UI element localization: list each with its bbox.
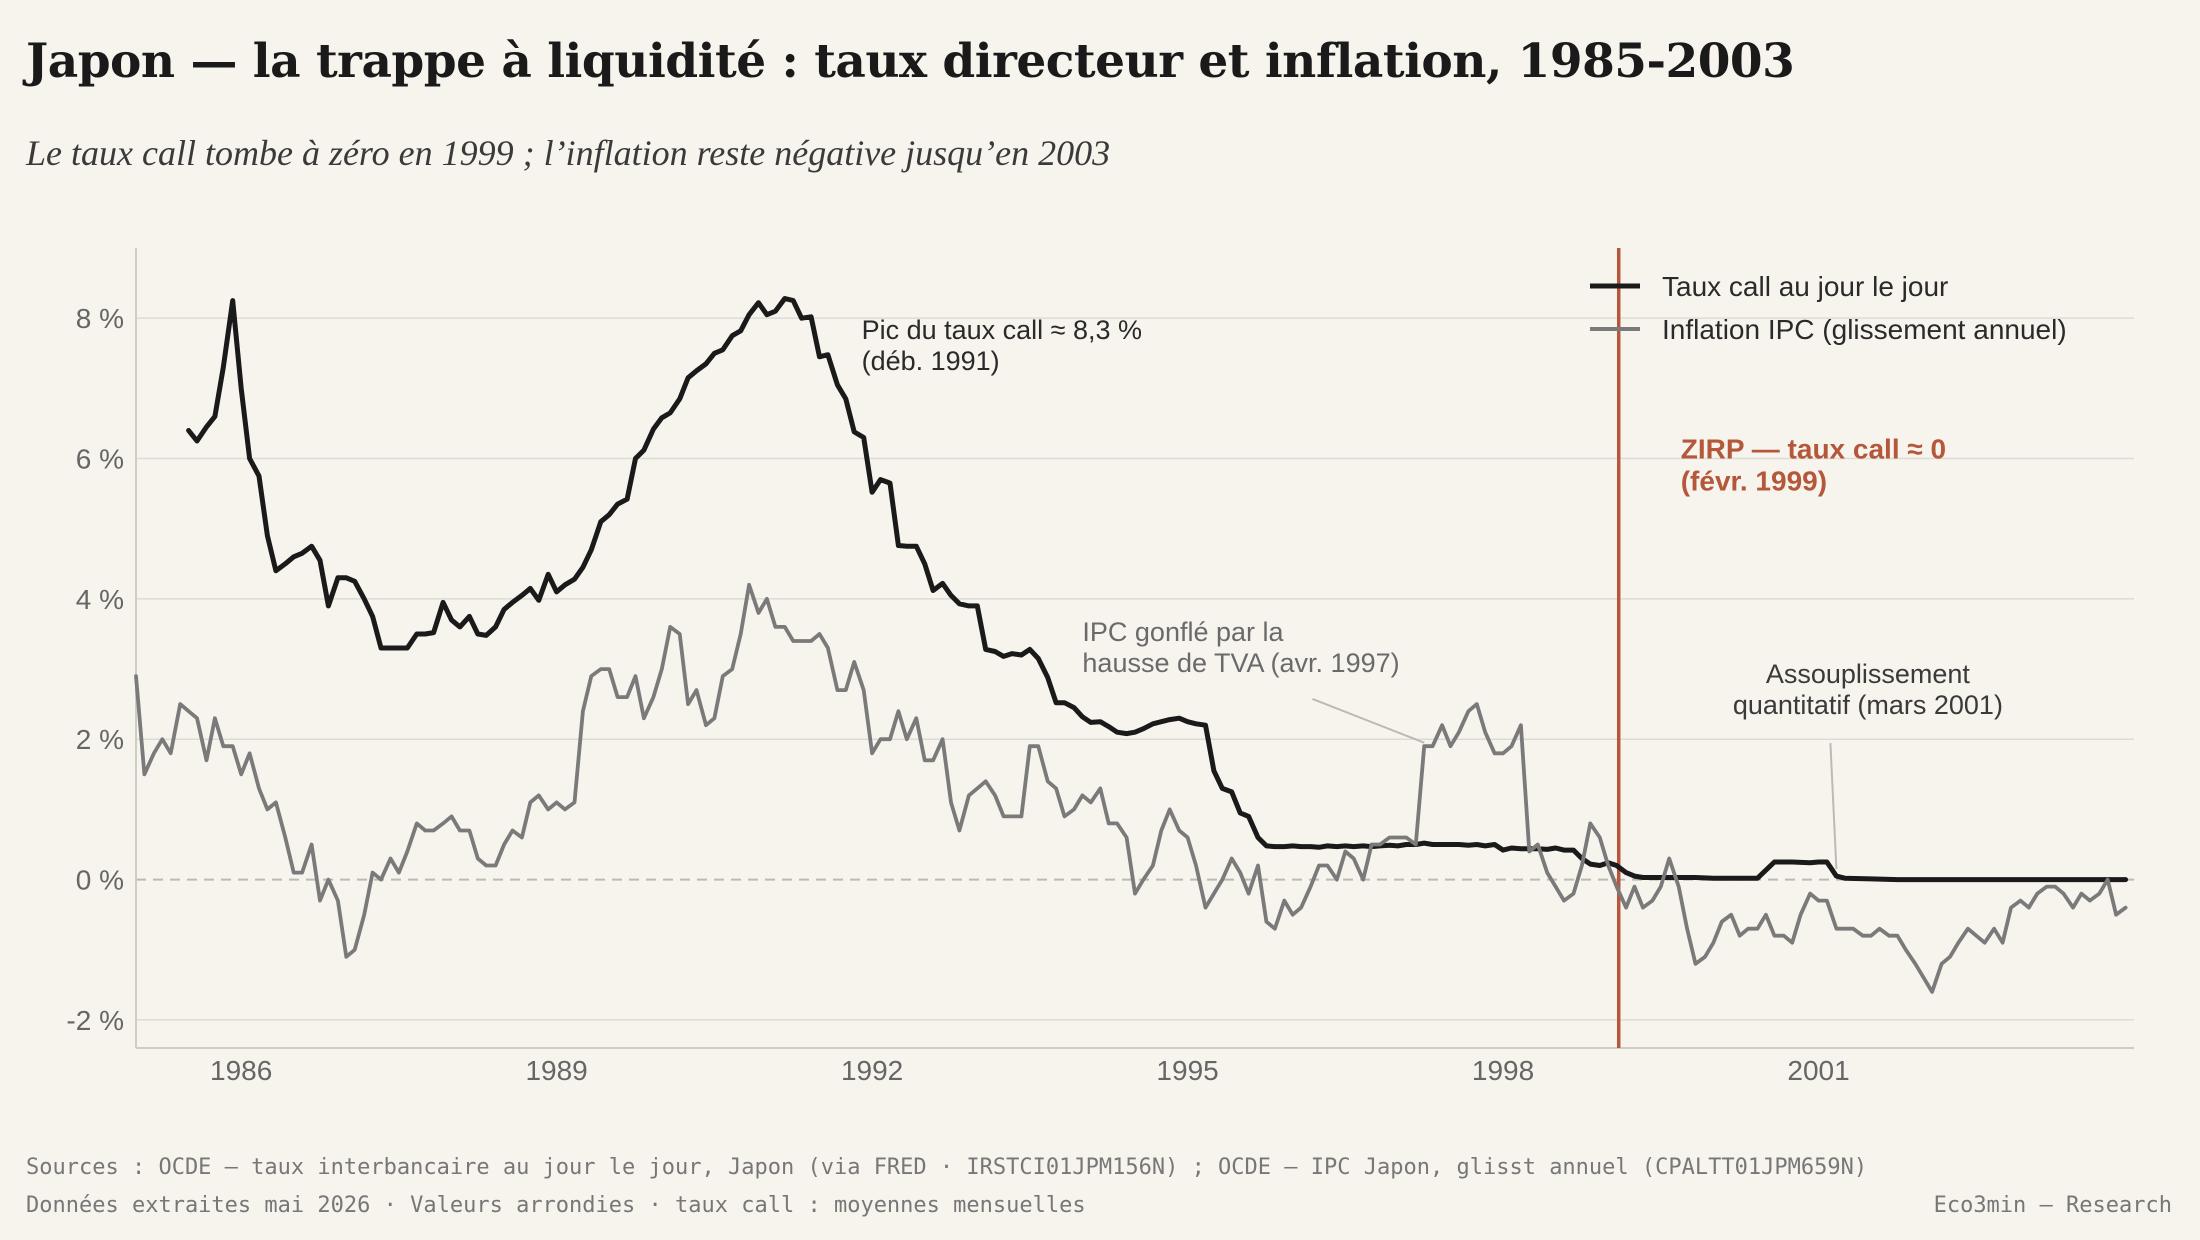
source-note: Sources : OCDE — taux interbancaire au j… bbox=[26, 1155, 1868, 1180]
x-tick-label: 1995 bbox=[1156, 1055, 1218, 1086]
grid-layer: 8 % 6 % 4 % 2 % 0 % -2 % 1986 1989 1992 1995 1998 2… bbox=[66, 248, 2134, 1086]
legend: Taux call au jour le jour Inflation IPC (… bbox=[1590, 271, 2067, 345]
x-tick-label: 1986 bbox=[210, 1055, 272, 1086]
legend-label: Inflation IPC (glissement annuel) bbox=[1662, 314, 2067, 345]
brand-credit: Eco3min — Research bbox=[1933, 1193, 2172, 1218]
chart-title: Japon — la trappe à liquidité : taux dir… bbox=[26, 34, 1795, 89]
annotation-layer: Pic du taux call ≈ 8,3 %(déb. 1991) IPC g… bbox=[862, 315, 2003, 870]
annotation-vat-line2: hausse de TVA (avr. 1997) bbox=[1082, 648, 1399, 678]
x-tick-label: 1998 bbox=[1472, 1055, 1534, 1086]
zirp-label: ZIRP — taux call ≈ 0 bbox=[1681, 434, 1946, 465]
x-tick-label: 1992 bbox=[841, 1055, 903, 1086]
x-tick-label: 1989 bbox=[525, 1055, 587, 1086]
annotation-qe-line2: quantitatif (mars 2001) bbox=[1733, 690, 2003, 720]
y-tick-label: 0 % bbox=[76, 865, 124, 896]
y-tick-label: 2 % bbox=[76, 724, 124, 755]
annotation-leader-line bbox=[1312, 698, 1425, 744]
zirp-date-label: (févr. 1999) bbox=[1681, 466, 1827, 497]
annotation-leader-line bbox=[1829, 743, 1838, 870]
series-cpi-line bbox=[134, 582, 2128, 994]
marker-layer: ZIRP — taux call ≈ 0(févr. 1999) bbox=[1616, 248, 1946, 1048]
annotation-vat-line1: IPC gonflé par la bbox=[1082, 617, 1284, 647]
annotation-peak-line1: Pic du taux call ≈ 8,3 % bbox=[862, 315, 1142, 345]
chart-subtitle: Le taux call tombe à zéro en 1999 ; l’in… bbox=[26, 133, 1111, 173]
annotation-qe-line1: Assouplissement bbox=[1766, 659, 1971, 689]
y-tick-label: 4 % bbox=[76, 584, 124, 615]
y-tick-label: -2 % bbox=[66, 1005, 124, 1036]
series-layer bbox=[134, 296, 2129, 994]
y-tick-label: 6 % bbox=[76, 444, 124, 475]
x-tick-label: 2001 bbox=[1787, 1055, 1849, 1086]
legend-label: Taux call au jour le jour bbox=[1662, 271, 1948, 302]
series-call-rate-line bbox=[186, 296, 2129, 883]
data-note: Données extraites mai 2026 · Valeurs arr… bbox=[26, 1193, 1086, 1218]
y-tick-label: 8 % bbox=[76, 303, 124, 334]
annotation-peak-line2: (déb. 1991) bbox=[862, 346, 1000, 376]
